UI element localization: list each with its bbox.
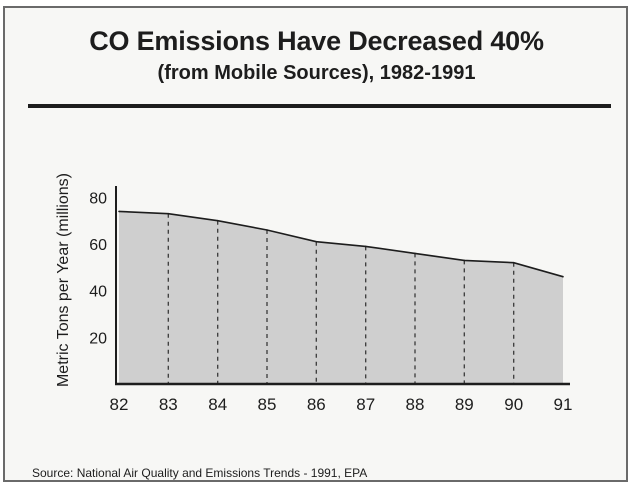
axes <box>115 186 570 386</box>
x-tick-label-84: 84 <box>208 395 227 414</box>
source-note: Source: National Air Quality and Emissio… <box>32 466 368 480</box>
x-tick-label-82: 82 <box>110 395 129 414</box>
x-tick-label-87: 87 <box>356 395 375 414</box>
y-tick-label-80: 80 <box>89 190 107 207</box>
area-fill <box>119 211 563 384</box>
data-point-87 <box>364 245 367 248</box>
dashed-lines <box>167 213 515 384</box>
x-tick-label-90: 90 <box>504 395 523 414</box>
data-point-91 <box>562 275 564 278</box>
x-tick-label-91: 91 <box>554 395 573 414</box>
series-line-layer <box>118 210 564 278</box>
data-point-85 <box>266 229 268 231</box>
x-tick-label-89: 89 <box>455 395 474 414</box>
data-point-84 <box>216 219 219 222</box>
x-tick-label-86: 86 <box>307 395 326 414</box>
series-line <box>118 210 564 278</box>
y-tick-label-60: 60 <box>89 237 107 254</box>
chart-subtitle: (from Mobile Sources), 1982-1991 <box>157 62 476 84</box>
tick-labels: 20 40 60 80 82 83 84 85 86 87 88 89 90 91 <box>89 190 572 414</box>
data-point-83 <box>167 212 170 215</box>
data-point-89 <box>463 259 466 262</box>
area-layer <box>119 211 563 384</box>
data-point-86 <box>315 240 318 243</box>
title-rule <box>28 104 611 108</box>
data-point-90 <box>512 261 515 264</box>
data-point-88 <box>414 252 416 255</box>
y-tick-label-20: 20 <box>89 330 107 347</box>
x-tick-label-85: 85 <box>258 395 277 414</box>
data-point-82 <box>118 210 120 213</box>
chart-title: CO Emissions Have Decreased 40% <box>89 26 544 56</box>
y-tick-label-40: 40 <box>89 284 107 301</box>
x-tick-label-83: 83 <box>159 395 178 414</box>
x-tick-label-88: 88 <box>406 395 425 414</box>
